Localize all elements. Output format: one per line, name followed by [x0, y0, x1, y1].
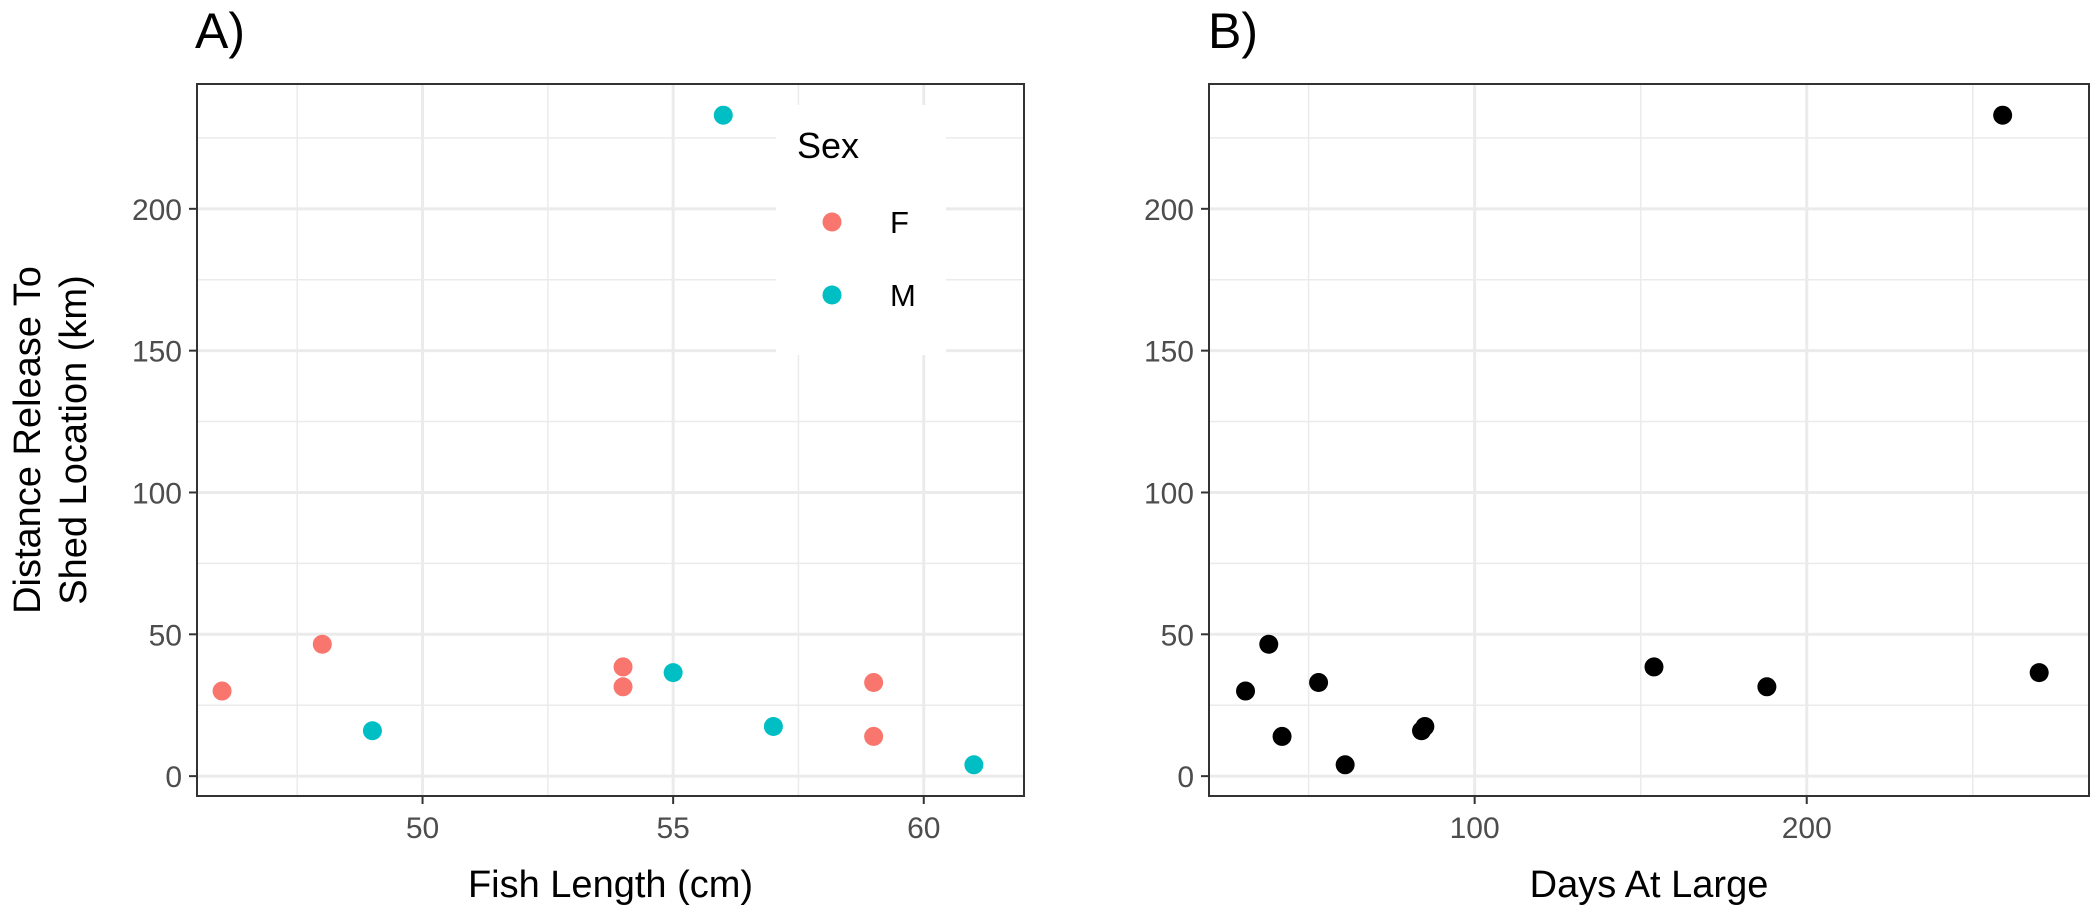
data-point-fish: [1259, 634, 1279, 654]
y-tick-label: 0: [165, 761, 182, 794]
data-point-m: [964, 755, 984, 775]
x-tick-label: 100: [1450, 812, 1500, 845]
y-tick-label: 100: [1144, 477, 1194, 510]
data-point-f: [613, 657, 633, 677]
data-point-f: [212, 681, 232, 701]
data-point-m: [362, 721, 382, 741]
data-point-f: [312, 634, 332, 654]
panel-a: Sex F M 50 55 60 0 50 100 150 200 A) Fish Length (cm…: [7, 3, 1025, 906]
x-tick-label: 50: [406, 812, 439, 845]
data-point-fish: [1757, 677, 1777, 697]
data-point-fish: [1236, 681, 1256, 701]
legend-label-m: M: [890, 278, 916, 313]
y-tick-label: 150: [132, 336, 182, 369]
data-point-f: [613, 677, 633, 697]
y-tick-label: 200: [1144, 194, 1194, 227]
y-tick-label: 150: [1144, 336, 1194, 369]
data-point-m: [713, 105, 733, 125]
plot-border: [196, 83, 1025, 797]
data-point-fish: [2029, 663, 2049, 683]
panel-tag: A): [195, 3, 245, 59]
y-tick-label: 50: [1161, 619, 1194, 652]
data-point-fish: [1993, 105, 2013, 125]
legend: Sex F M: [776, 105, 946, 355]
legend-label-f: F: [890, 205, 909, 240]
data-point-m: [663, 663, 683, 683]
panel-b: 100 200 0 50 100 150 200 B) Days At Large: [1144, 3, 2090, 906]
data-point-fish: [1644, 657, 1664, 677]
data-point-fish: [1415, 717, 1435, 737]
data-point-f: [864, 673, 884, 693]
y-tick-label: 100: [132, 477, 182, 510]
panel-tag: B): [1208, 3, 1258, 59]
legend-key-m: [822, 285, 842, 305]
legend-background: [776, 105, 946, 355]
x-axis-title: Days At Large: [1530, 864, 1769, 906]
x-axis-title: Fish Length (cm): [468, 864, 753, 906]
data-point-m: [763, 717, 783, 737]
data-point-fish: [1335, 755, 1355, 775]
y-axis-title-line: Distance Release To: [7, 266, 49, 614]
y-tick-label: 0: [1177, 761, 1194, 794]
x-tick-label: 200: [1782, 812, 1832, 845]
data-point-fish: [1272, 726, 1292, 746]
legend-key-f: [822, 212, 842, 232]
x-tick-label: 55: [656, 812, 689, 845]
y-axis-title-line: Shed Location (km): [53, 275, 95, 605]
data-point-fish: [1309, 673, 1329, 693]
data-point-f: [864, 726, 884, 746]
y-tick-label: 200: [132, 194, 182, 227]
y-tick-label: 50: [149, 619, 182, 652]
x-tick-label: 60: [907, 812, 940, 845]
plot-border: [1208, 83, 2090, 797]
plot-background: [1209, 84, 2089, 796]
legend-title: Sex: [797, 125, 859, 166]
